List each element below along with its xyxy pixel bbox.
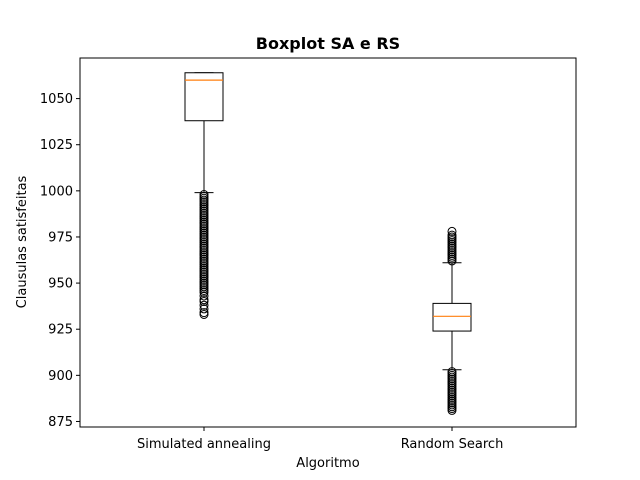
y-tick-label: 1000 bbox=[40, 184, 73, 199]
flier-point bbox=[199, 287, 209, 297]
flier-point bbox=[199, 297, 209, 307]
y-tick-label: 975 bbox=[48, 230, 73, 245]
flier-point bbox=[447, 230, 457, 240]
y-tick-label: 900 bbox=[48, 369, 73, 384]
x-axis-label: Algoritmo bbox=[296, 456, 359, 471]
y-axis: 875 900 925 950 975 1000 1025 1050 bbox=[40, 92, 80, 430]
y-axis-label: Clausulas satisfeitas bbox=[15, 175, 30, 308]
plot-frame bbox=[79, 57, 577, 428]
box-iqr bbox=[432, 302, 472, 332]
y-tick-label: 1050 bbox=[40, 92, 73, 107]
flier-point bbox=[199, 291, 209, 301]
plot-area bbox=[184, 72, 472, 415]
x-axis: Simulated annealing Random Search bbox=[137, 427, 503, 452]
y-tick-label: 925 bbox=[48, 323, 73, 338]
flier-point bbox=[199, 300, 209, 310]
box-group bbox=[432, 226, 472, 415]
flier-point bbox=[447, 405, 457, 415]
flier-point bbox=[199, 309, 209, 319]
box-group bbox=[184, 72, 224, 319]
y-tick-label: 1025 bbox=[40, 138, 73, 153]
flier-point bbox=[447, 226, 457, 236]
box-iqr bbox=[184, 72, 224, 122]
x-tick-label: Simulated annealing bbox=[137, 437, 271, 452]
y-tick-label: 875 bbox=[48, 415, 73, 430]
flier-point bbox=[199, 304, 209, 314]
chart-title: Boxplot SA e RS bbox=[256, 34, 400, 53]
y-tick-label: 950 bbox=[48, 277, 73, 292]
x-tick-label: Random Search bbox=[401, 437, 504, 452]
